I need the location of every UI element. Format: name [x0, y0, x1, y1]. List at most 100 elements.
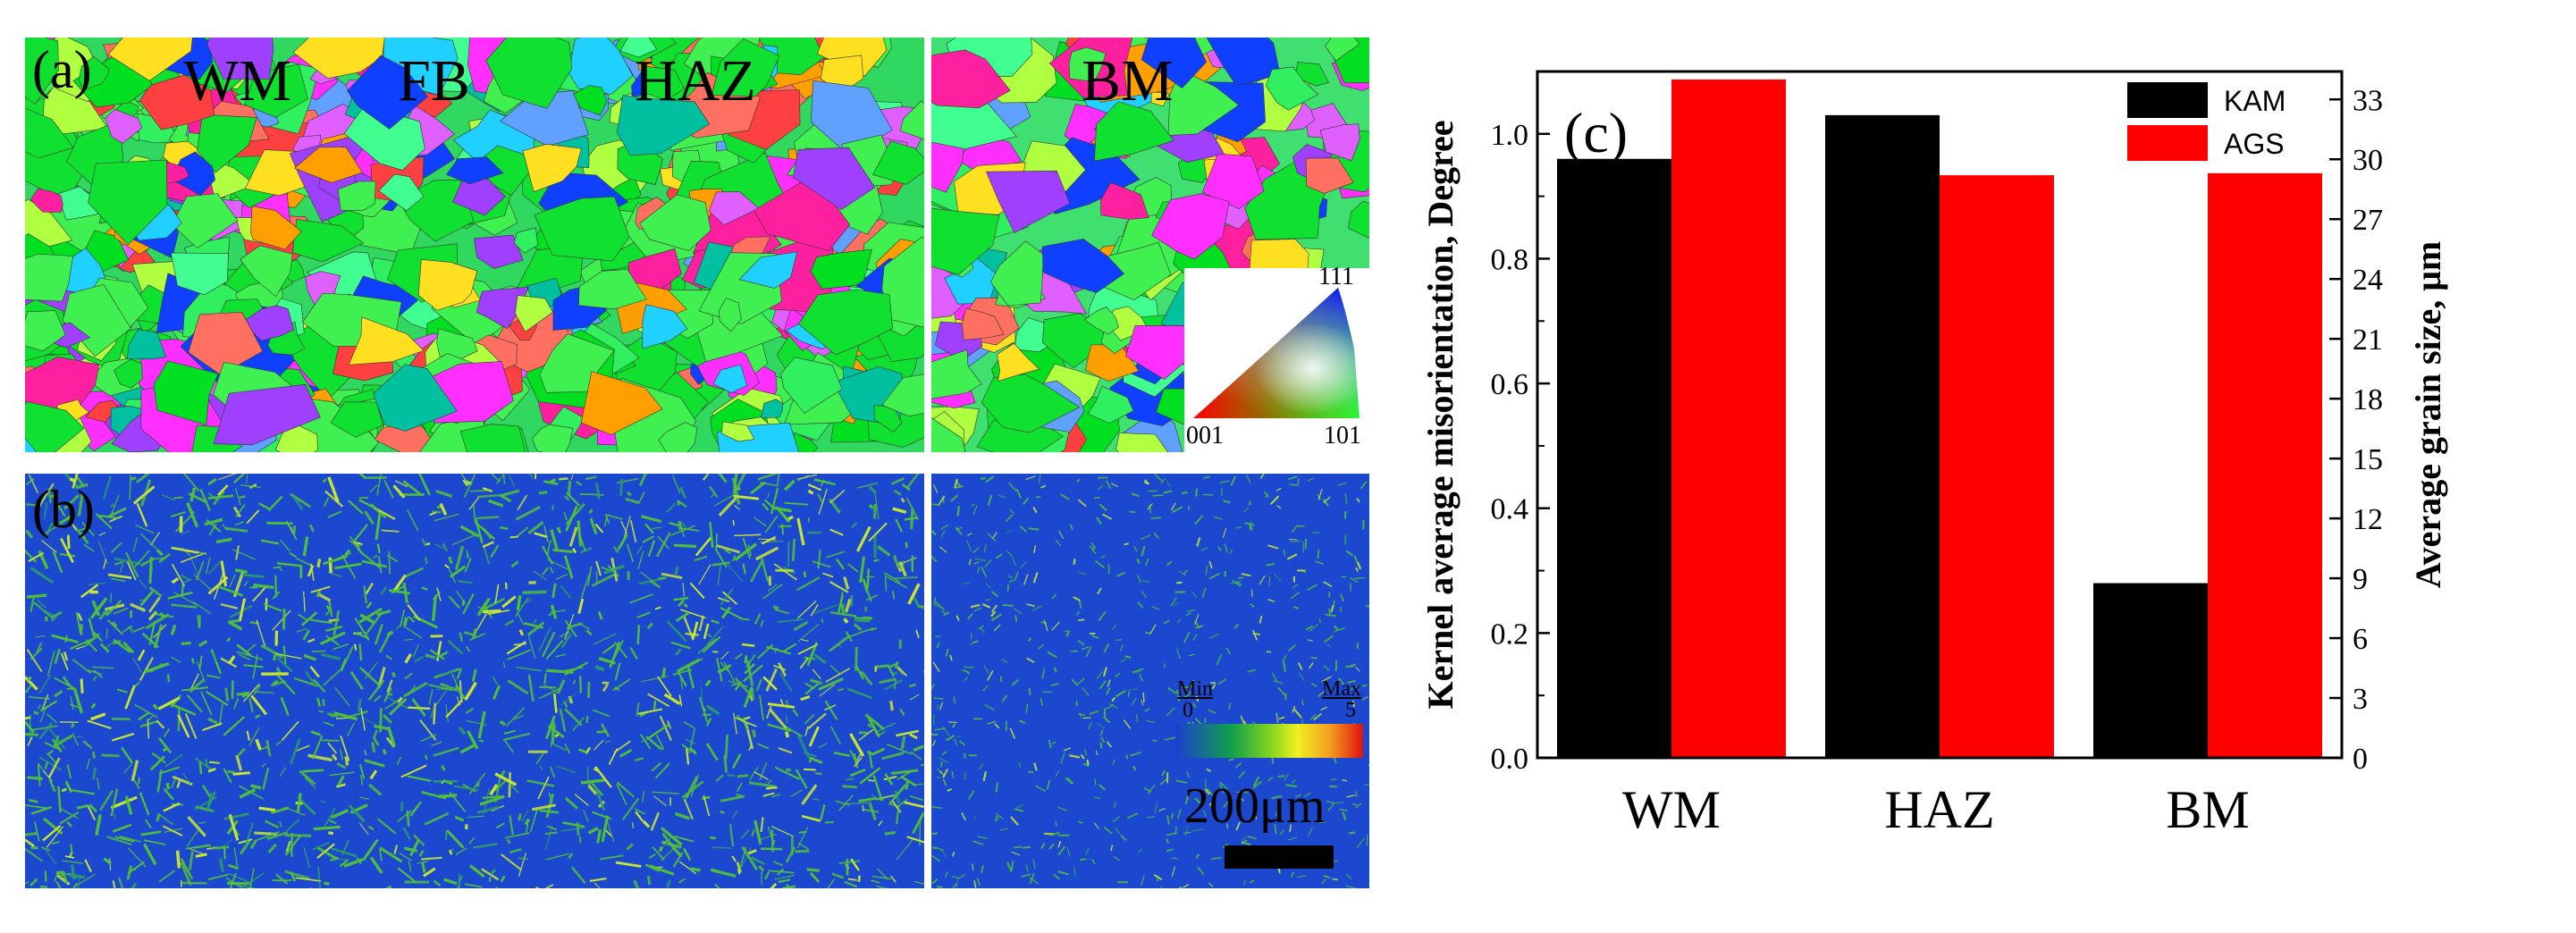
kam-streak [1098, 784, 1106, 791]
kam-streak [661, 668, 667, 678]
kam-streak [679, 486, 686, 499]
kam-streak [1048, 739, 1052, 749]
kam-streak [955, 615, 960, 621]
kam-streak [1032, 572, 1039, 584]
kam-streak [127, 861, 146, 874]
kam-streak [532, 803, 556, 811]
kam-streak [617, 534, 628, 551]
kam-streak [703, 795, 711, 817]
kam-streak [962, 582, 972, 584]
kam-streak [1080, 753, 1085, 760]
kam-streak [450, 565, 467, 578]
kam-streak [817, 493, 824, 503]
kam-streak [276, 562, 302, 567]
kam-streak [868, 485, 877, 494]
kam-streak [66, 764, 72, 779]
kam-streak [428, 684, 453, 692]
kam-streak [171, 656, 181, 663]
kam-streak [177, 707, 181, 732]
kam-streak [223, 845, 226, 860]
kam-streak [64, 855, 75, 859]
kam-streak [565, 505, 578, 532]
kam-streak [1014, 808, 1024, 812]
kam-streak [689, 746, 697, 754]
kam-streak [973, 607, 982, 612]
grain [738, 251, 798, 289]
kam-streak [760, 817, 764, 833]
kam-ags-bar-chart: WM HAZ BM0.00.20.40.60.81.0036912151821242… [1420, 70, 2448, 839]
kam-streak [977, 625, 984, 630]
kam-streak [797, 643, 818, 655]
kam-streak [158, 737, 172, 754]
kam-streak [112, 823, 132, 833]
kam-streak [110, 502, 117, 508]
kam-streak [535, 474, 537, 480]
kam-streak [423, 867, 436, 878]
kam-streak [1033, 545, 1037, 553]
kam-streak [98, 514, 118, 519]
kam-streak [1141, 590, 1147, 598]
kam-streak [381, 529, 400, 533]
kam-streak [260, 745, 270, 751]
kam-streak [88, 803, 97, 813]
kam-streak [181, 574, 190, 581]
kam-streak [41, 846, 51, 852]
kam-streak [865, 594, 878, 601]
kam-streak [998, 494, 1006, 499]
kam-streak [838, 794, 854, 811]
kam-streak [110, 788, 119, 817]
kam-streak [1066, 846, 1071, 857]
kam-streak [367, 679, 385, 701]
grain [107, 38, 193, 81]
kam-legend-min-value: 0 [1183, 699, 1193, 722]
kam-streak [818, 677, 844, 691]
kam-streak [27, 736, 33, 746]
kam-streak [1297, 478, 1300, 486]
kam-streak [683, 847, 692, 862]
kam-streak [1331, 778, 1337, 781]
kam-streak [233, 847, 239, 870]
grain [881, 374, 924, 417]
kam-streak [1130, 751, 1141, 757]
kam-streak [690, 774, 699, 797]
kam-streak [759, 694, 764, 720]
kam-streak [977, 836, 988, 840]
grain [798, 289, 893, 356]
kam-streak [186, 828, 200, 848]
kam-streak [984, 703, 996, 711]
kam-streak [884, 574, 888, 592]
y-tick-label: 0.2 [1491, 618, 1529, 651]
kam-streak [600, 723, 610, 737]
kam-streak [90, 702, 97, 710]
kam-streak [1106, 741, 1112, 748]
kam-streak [1308, 827, 1313, 837]
kam-streak [708, 485, 719, 498]
kam-streak [1342, 811, 1347, 820]
kam-streak [858, 728, 874, 741]
kam-streak [290, 525, 298, 541]
kam-streak [1048, 844, 1055, 850]
kam-streak [1301, 718, 1303, 724]
kam-streak [232, 549, 256, 560]
grain [931, 349, 982, 399]
kam-streak [223, 812, 249, 820]
kam-streak [1174, 826, 1177, 834]
kam-streak [84, 859, 92, 872]
grain [531, 424, 574, 452]
kam-streak [795, 849, 810, 853]
kam-streak [843, 618, 849, 624]
kam-streak [579, 676, 582, 693]
kam-streak [1077, 640, 1085, 646]
kam-streak [796, 576, 821, 592]
kam-streak [232, 771, 250, 776]
kam-streak [792, 709, 799, 717]
kam-streak [900, 735, 906, 750]
kam-streak [755, 678, 762, 692]
kam-streak [46, 826, 63, 848]
kam-streak [868, 503, 874, 509]
kam-streak [817, 743, 828, 749]
grain [105, 109, 143, 144]
kam-streak [856, 525, 871, 552]
kam-streak [1222, 527, 1227, 539]
kam-streak [902, 483, 911, 492]
